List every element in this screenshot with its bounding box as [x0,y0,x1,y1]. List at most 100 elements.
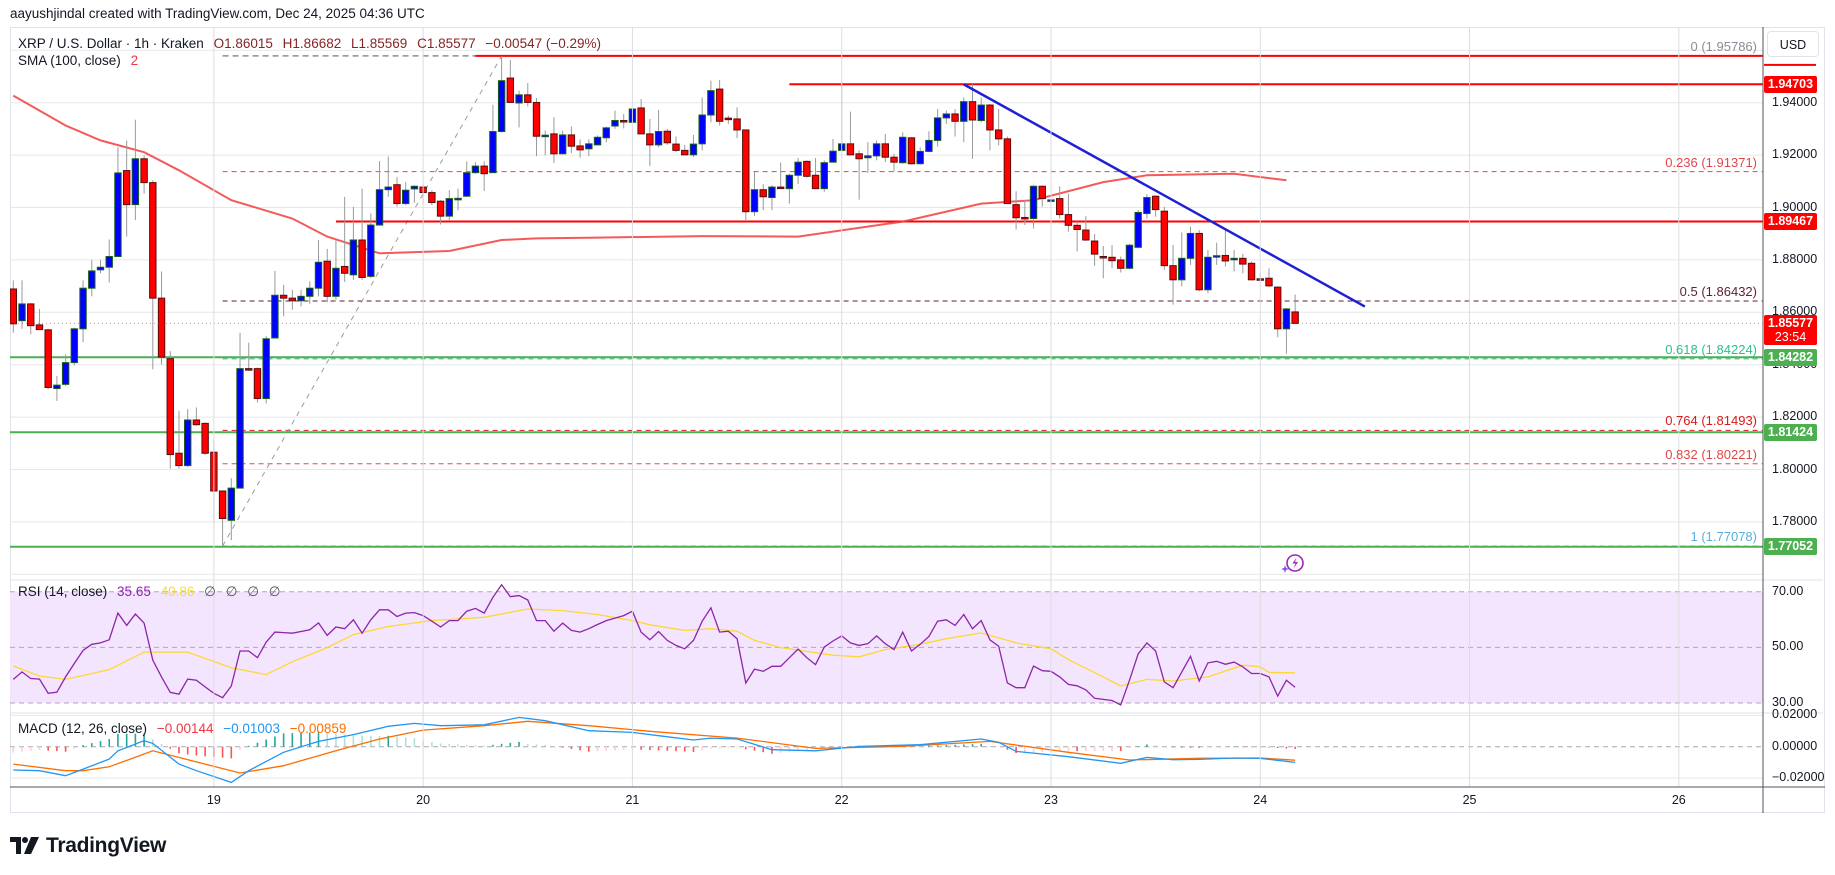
candle-body [297,295,305,302]
candle-up [785,173,794,204]
candle-down [1108,244,1116,269]
candle-body [829,150,837,163]
candle-body [445,198,454,217]
candle-down [480,161,488,191]
macd-histogram-bar [1163,746,1166,747]
candle-up [497,55,506,133]
candle-body [463,172,471,197]
rsi-extra: ∅ [204,584,216,599]
macd-histogram-bar [282,733,285,747]
candle-down [506,59,515,103]
candle-body [602,127,610,139]
candle-body [192,419,201,426]
candle-up [454,188,462,211]
macd-histogram-bar [265,739,267,747]
macd-histogram-bar [221,746,224,758]
macd-legend[interactable]: MACD (12, 26, close) −0.00144 −0.01003 −… [18,721,352,736]
candle-body [340,265,349,274]
candle-body [681,149,689,156]
candle-body [1082,229,1090,241]
candle-body [1056,198,1064,216]
fib-label: 0 (1.95786) [1690,38,1758,54]
candle-down [340,196,349,282]
chart-frame [10,27,1825,813]
macd-histogram-bar [291,733,294,747]
candle-down [1160,206,1169,270]
candle-down [10,280,18,333]
tradingview-logo[interactable]: TradingView [10,834,166,858]
macd-histogram-bar [300,732,302,747]
symbol-title[interactable]: XRP / U.S. Dollar · 1h · Kraken [18,36,204,51]
candle-body [489,131,497,174]
macd-histogram-bar [431,742,433,747]
high-value: H1.86682 [282,36,342,51]
candle-down [1021,200,1029,226]
rsi-legend[interactable]: RSI (14, close) 35.65 40.86 ∅ ∅ ∅ ∅ [18,584,287,600]
candle-down [393,177,401,207]
candle-body [1090,240,1099,255]
candle-up [707,80,715,123]
macd-histogram-bar [919,745,921,747]
candle-down [245,342,253,371]
sma-legend[interactable]: SMA (100, close) 2 [18,53,144,68]
candle-up [53,375,61,401]
candle-up [445,190,454,221]
candle-body [157,297,166,358]
macd-histogram-bar [640,746,642,750]
candle-down [1064,193,1073,232]
candle-up [384,156,392,197]
rsi-ma-line [13,608,1296,687]
rsi-pane [10,583,1763,706]
last-price-value: 1.85577 [1767,316,1814,331]
candle-up [297,289,305,307]
candle-body [1204,256,1212,291]
candle-body [1125,244,1134,269]
macd-histogram-bar [29,746,32,751]
candle-up [750,172,759,216]
candle-body [105,255,113,268]
macd-histogram-bar [945,745,948,747]
macd-histogram-bar [657,746,660,751]
macd-tick-label: −0.02000 [1772,770,1825,785]
candle-body [672,143,680,151]
candle-body [245,368,253,371]
price-tick-label: 1.86000 [1772,304,1818,319]
bar-countdown: 23:54 [1774,330,1807,345]
macd-histogram-bar [413,738,416,747]
currency-button[interactable]: USD [1767,31,1819,57]
candle-down [157,271,166,365]
macd-histogram-bar [125,733,128,747]
candle-body [201,422,209,454]
rsi-label: RSI (14, close) [18,584,108,599]
candle-body [907,137,916,165]
price-tick-label: 1.88000 [1772,251,1818,266]
fib-label: 0.764 (1.81493) [1665,413,1757,429]
lightning-replay-icon[interactable] [1280,552,1306,581]
candle-body [184,419,192,467]
candle-down [951,108,959,137]
candle-body [471,165,480,174]
close-value: C1.85577 [417,36,476,51]
candle-up [899,132,907,164]
macd-histogram-bar [352,735,355,747]
macd-histogram-bar [1215,746,1218,748]
macd-histogram-bar [666,746,669,751]
candle-up [698,97,706,151]
candle-body [707,90,715,116]
low-value: L1.85569 [351,36,408,51]
candle-body [785,174,794,190]
candle-body [689,143,698,156]
candle-body [88,270,96,289]
macd-histogram-bar [1085,746,1087,752]
macd-histogram-bar [239,746,241,751]
candle-body [236,368,244,489]
macd-histogram-bar [64,746,67,752]
candle-body [637,107,645,135]
macd-histogram-bar [1154,745,1157,747]
candle-body [1108,256,1116,262]
macd-histogram-bar [457,744,459,747]
candle-up [515,90,523,128]
macd-histogram-bar [701,746,703,751]
macd-tick-label: 0.00000 [1772,738,1818,753]
